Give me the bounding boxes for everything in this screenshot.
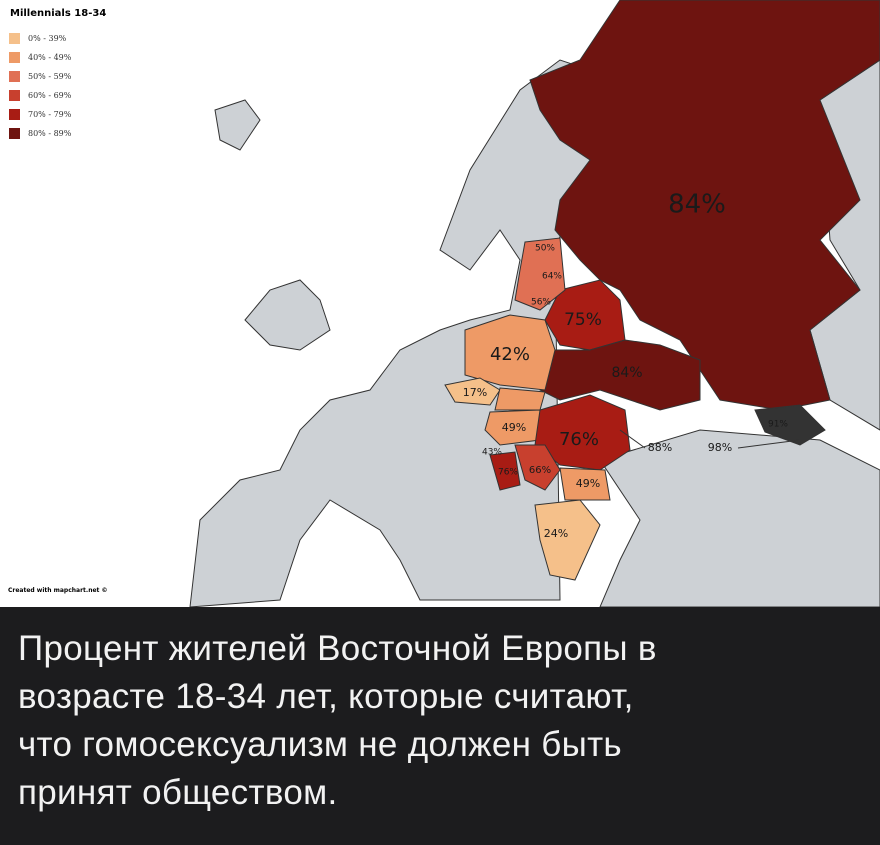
labels: 84% 50% 64% 56% 75% 42% 84% 17% 49% 76% … [463,190,801,540]
map-label: 49% [576,477,600,490]
legend-swatch [9,109,20,120]
legend-swatch [9,52,20,63]
land [599,429,880,607]
map-label: 76% [559,429,599,450]
map-label: 84% [668,190,726,220]
land [244,279,331,351]
legend-label: 0% - 39% [28,34,67,43]
caption-line: Процент жителей Восточной Европы в [18,629,657,668]
ukraine [539,339,701,411]
czech [444,377,501,406]
map-label: 66% [529,465,551,476]
map-label: 56% [531,298,551,308]
legend-label: 80% - 89% [28,129,72,138]
map-label: 88% [648,441,672,454]
legend-swatch [9,71,20,82]
caption-line: возрасте 18-34 лет, которые считают, [18,677,634,716]
map-label: 98% [708,441,732,454]
land [214,99,261,151]
legend-label: 60% - 69% [28,91,72,100]
caption-line: что гомосексуализм не должен быть [18,725,622,764]
hungary [484,409,541,446]
baltic [514,237,566,311]
bulgaria [559,467,611,501]
caucasus [754,404,826,446]
bosnia [489,451,521,491]
map-label: 75% [564,310,602,330]
credit: Created with mapchart.net © [8,587,108,594]
legend-label: 50% - 59% [28,72,72,81]
map-label: 17% [463,386,487,399]
leader-line [619,429,646,449]
poland [464,314,556,391]
map-label: 50% [535,244,555,254]
map-label: 24% [544,527,568,540]
legend-swatch [9,128,20,139]
legend-title: Millennials 18-34 [10,8,106,19]
legend: 0% - 39% 40% - 49% 50% - 59% 60% - 69% 70% -… [9,33,72,139]
map-label: 84% [611,365,642,381]
caption: Процент жителей Восточной Европы в возрас… [0,607,880,845]
map-label: 91% [768,420,788,430]
slovakia [494,387,546,411]
legend-label: 40% - 49% [28,53,72,62]
legend-swatch [9,90,20,101]
map-label: 42% [490,344,530,365]
greece [534,499,601,581]
map-label: 64% [542,272,562,282]
map-label: 43% [482,448,502,458]
legend-label: 70% - 79% [28,110,72,119]
legend-swatch [9,33,20,44]
leader-line [737,439,801,449]
map-label: 49% [502,421,526,434]
caption-line: принят обществом. [18,773,338,812]
russia [529,0,880,411]
map-label: 76% [498,468,518,478]
map: Millennials 18-34 0% - 39% 40% - 49% 50% -… [8,0,880,607]
serbia [514,444,561,491]
